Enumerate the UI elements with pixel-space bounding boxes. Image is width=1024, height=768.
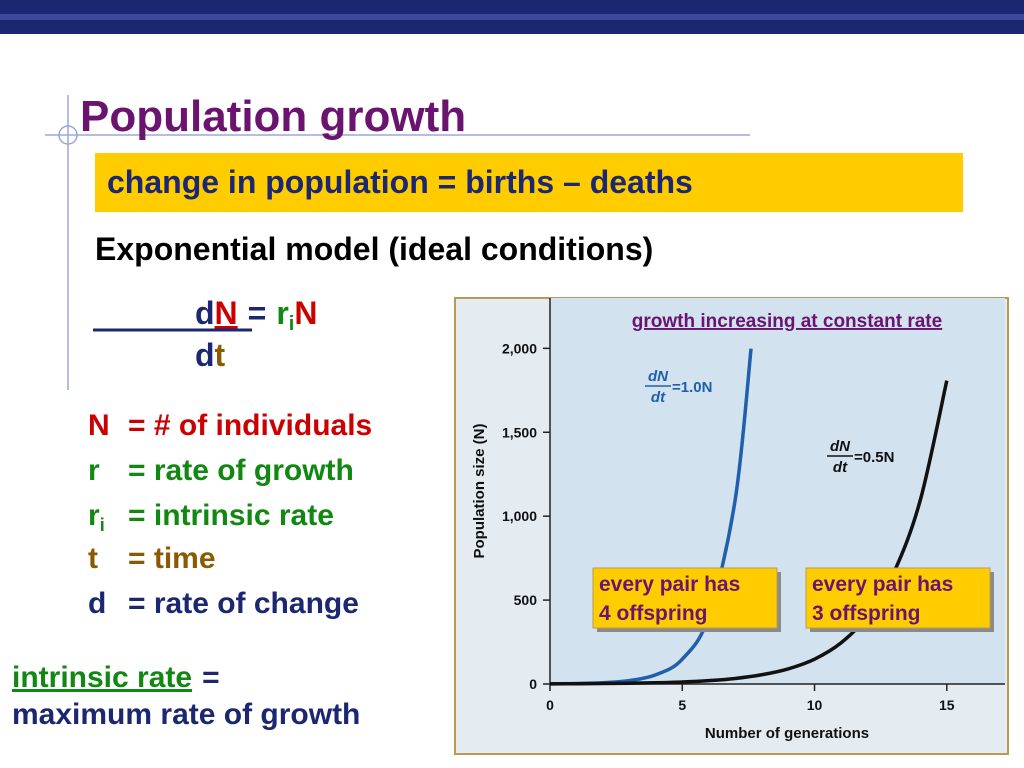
definitions: N = # of individuals r = rate of growth … [88,409,372,620]
rule-circle [58,125,78,145]
top-bar-stripe [0,14,1024,20]
callout [805,567,991,629]
def-text: = rate of growth [128,454,354,487]
def-symbol: r [88,454,100,487]
equation: dN = riN [195,295,317,335]
y-axis-label: Population size (N) [471,423,488,558]
x-axis-label: Number of generations [705,725,869,742]
def-symbol: ri [88,499,105,535]
highlight-box [95,153,963,212]
series-label-numerator: dN [830,438,851,455]
note: intrinsic rate = [12,661,220,694]
x-tick-label: 0 [546,697,554,713]
def-text: = intrinsic rate [128,499,334,532]
y-tick-label: 0 [529,676,537,692]
eq-n: N [215,295,238,331]
note-line: maximum rate of growth [12,698,360,731]
subtitle: Exponential model (ideal conditions) [95,231,653,267]
note-eq: = [202,661,220,694]
def-symbol-main: r [88,499,100,532]
highlight: change in population = births – deaths [107,164,693,200]
x-tick-label: 10 [807,697,823,713]
def-text: = # of individuals [128,409,372,442]
eq-i: i [289,313,295,335]
y-tick-label: 2,000 [502,340,537,356]
chart-title: growth increasing at constant rate [632,311,942,332]
series-label-rhs: =0.5N [854,449,894,466]
eq-d: d [195,337,215,373]
def-subscript: i [100,515,105,535]
y-tick-label: 1,000 [502,508,537,524]
x-tick-label: 5 [678,697,686,713]
series-label-denominator: dt [833,459,848,476]
note-term: intrinsic rate [12,661,192,694]
callout [592,567,778,629]
series-label-denominator: dt [651,389,666,406]
def-text: = rate of change [128,587,359,620]
callout-text: every pair has [599,573,740,596]
y-tick-label: 1,500 [502,424,537,440]
eq-sign: = [248,295,267,331]
y-tick-label: 500 [514,592,538,608]
callout-text: 4 offspring [599,602,708,625]
def-symbol: t [88,542,98,575]
def-symbol: d [88,587,106,620]
eq-n: N [294,295,317,331]
eq-t: t [215,337,226,373]
def-symbol: N [88,409,110,442]
series-label-numerator: dN [648,368,669,385]
equation-denominator: dt [195,337,226,373]
x-tick-label: 15 [939,697,955,713]
callout-text: 3 offspring [812,602,921,625]
def-text: = time [128,542,216,575]
callout-text: every pair has [812,573,953,596]
series-label-rhs: =1.0N [672,379,712,396]
title: Population growth [80,92,466,141]
eq-d: d [195,295,215,331]
eq-r: r [276,295,288,331]
